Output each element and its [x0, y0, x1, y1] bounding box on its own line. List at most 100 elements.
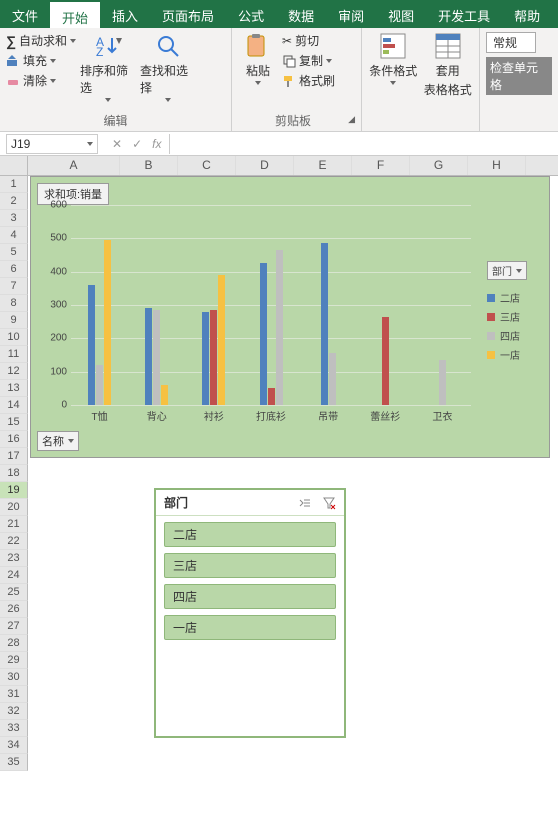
row-header[interactable]: 24 [0, 567, 28, 584]
row-header[interactable]: 15 [0, 414, 28, 431]
row-header[interactable]: 5 [0, 244, 28, 261]
formatpainter-button[interactable]: 格式刷 [282, 72, 335, 89]
tab-review[interactable]: 审阅 [326, 0, 376, 28]
legend-item[interactable]: 三店 [487, 309, 541, 324]
tab-data[interactable]: 数据 [276, 0, 326, 28]
name-box[interactable]: J19 [6, 134, 98, 154]
multiselect-icon[interactable] [298, 496, 312, 510]
cancel-icon[interactable]: ✕ [112, 137, 122, 151]
row-header[interactable]: 9 [0, 312, 28, 329]
tab-home[interactable]: 开始 [50, 0, 100, 28]
copy-icon [282, 54, 296, 68]
col-header[interactable]: D [236, 156, 294, 175]
sortfilter-button[interactable]: AZ 排序和筛选 [80, 32, 136, 110]
clear-filter-icon[interactable] [322, 496, 336, 510]
tab-file[interactable]: 文件 [0, 0, 50, 28]
condfmt-label: 条件格式 [369, 62, 417, 79]
row-header[interactable]: 31 [0, 686, 28, 703]
tab-help[interactable]: 帮助 [502, 0, 552, 28]
slicer[interactable]: 部门 二店三店四店一店 [154, 488, 346, 738]
row-header[interactable]: 23 [0, 550, 28, 567]
row-header[interactable]: 6 [0, 261, 28, 278]
tablefmt-button[interactable]: 套用 表格格式 [423, 32, 474, 127]
row-header[interactable]: 19 [0, 482, 28, 499]
legend-swatch [487, 351, 495, 359]
tablefmt-label-1: 套用 [436, 62, 460, 79]
slicer-item[interactable]: 三店 [164, 553, 336, 578]
row-header[interactable]: 16 [0, 431, 28, 448]
row-header[interactable]: 7 [0, 278, 28, 295]
row-header[interactable]: 22 [0, 533, 28, 550]
row-header[interactable]: 28 [0, 635, 28, 652]
pivot-chart[interactable]: 求和项:销量 0100200300400500600T恤背心衬衫打底衫吊带蕾丝衫… [30, 176, 550, 458]
clipboard-launcher-icon[interactable]: ◢ [348, 114, 355, 125]
tablefmt-icon [434, 32, 462, 60]
row-header[interactable]: 1 [0, 176, 28, 193]
row-header[interactable]: 30 [0, 669, 28, 686]
legend-filter-button[interactable]: 部门 [487, 261, 527, 280]
row-header[interactable]: 17 [0, 448, 28, 465]
col-header[interactable]: B [120, 156, 178, 175]
tab-view[interactable]: 视图 [376, 0, 426, 28]
checkcell-button[interactable]: 检查单元格 [486, 57, 552, 95]
col-header[interactable]: F [352, 156, 410, 175]
cut-button[interactable]: ✂ 剪切 [282, 32, 335, 49]
tablefmt-label-2: 表格格式 [424, 81, 472, 98]
row-header[interactable]: 3 [0, 210, 28, 227]
tab-formulas[interactable]: 公式 [226, 0, 276, 28]
row-header[interactable]: 26 [0, 601, 28, 618]
row-header[interactable]: 13 [0, 380, 28, 397]
condfmt-button[interactable]: 条件格式 [368, 32, 419, 127]
row-header[interactable]: 14 [0, 397, 28, 414]
copy-button[interactable]: 复制 [282, 52, 335, 69]
paste-button[interactable]: 粘贴 [238, 32, 278, 110]
autosum-label: 自动求和 [19, 32, 67, 49]
row-header[interactable]: 34 [0, 737, 28, 754]
slicer-item[interactable]: 二店 [164, 522, 336, 547]
row-header[interactable]: 18 [0, 465, 28, 482]
tab-layout[interactable]: 页面布局 [150, 0, 226, 28]
chart-bar [382, 317, 389, 405]
slicer-body: 二店三店四店一店 [156, 516, 344, 646]
axis-filter-button[interactable]: 名称 [37, 431, 79, 451]
select-all-corner[interactable] [0, 156, 28, 175]
row-header[interactable]: 8 [0, 295, 28, 312]
row-header[interactable]: 21 [0, 516, 28, 533]
sortfilter-label: 排序和筛选 [80, 62, 136, 96]
numfmt-combo[interactable]: 常规 [486, 32, 536, 53]
col-header[interactable]: G [410, 156, 468, 175]
tab-dev[interactable]: 开发工具 [426, 0, 502, 28]
findselect-button[interactable]: 查找和选择 [140, 32, 196, 110]
row-header[interactable]: 11 [0, 346, 28, 363]
clear-button[interactable]: 清除 [6, 72, 76, 89]
cell-area[interactable]: 求和项:销量 0100200300400500600T恤背心衬衫打底衫吊带蕾丝衫… [28, 176, 558, 771]
row-header[interactable]: 27 [0, 618, 28, 635]
col-header[interactable]: H [468, 156, 526, 175]
legend-item[interactable]: 四店 [487, 328, 541, 343]
formula-input[interactable] [169, 134, 558, 154]
row-header[interactable]: 10 [0, 329, 28, 346]
scissors-icon: ✂ [282, 34, 292, 48]
confirm-icon[interactable]: ✓ [132, 137, 142, 151]
row-header[interactable]: 12 [0, 363, 28, 380]
slicer-item[interactable]: 四店 [164, 584, 336, 609]
col-header[interactable]: A [28, 156, 120, 175]
row-header[interactable]: 2 [0, 193, 28, 210]
autosum-button[interactable]: ∑ 自动求和 [6, 32, 76, 49]
row-header[interactable]: 35 [0, 754, 28, 771]
fill-button[interactable]: 填充 [6, 52, 76, 69]
legend-item[interactable]: 二店 [487, 290, 541, 305]
fx-icon[interactable]: fx [152, 137, 161, 151]
row-header[interactable]: 4 [0, 227, 28, 244]
legend-item[interactable]: 一店 [487, 347, 541, 362]
slicer-item[interactable]: 一店 [164, 615, 336, 640]
row-header[interactable]: 20 [0, 499, 28, 516]
row-header[interactable]: 29 [0, 652, 28, 669]
row-header[interactable]: 25 [0, 584, 28, 601]
col-header[interactable]: C [178, 156, 236, 175]
row-header[interactable]: 33 [0, 720, 28, 737]
row-header[interactable]: 32 [0, 703, 28, 720]
col-header[interactable]: E [294, 156, 352, 175]
clipboard-stack: ✂ 剪切 复制 格式刷 [282, 32, 335, 110]
tab-insert[interactable]: 插入 [100, 0, 150, 28]
